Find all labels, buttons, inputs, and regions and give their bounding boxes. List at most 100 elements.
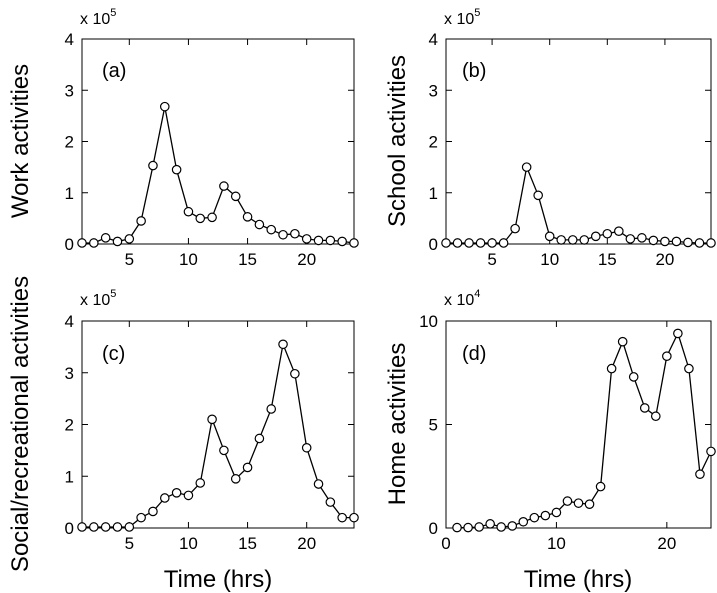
data-point xyxy=(606,363,617,374)
data-point xyxy=(617,336,628,347)
data-point xyxy=(625,234,636,244)
y-tick-label: 4 xyxy=(65,312,74,331)
data-point xyxy=(219,181,229,191)
x-tick-label: 20 xyxy=(657,534,676,553)
data-point xyxy=(219,445,229,456)
y-tick-label: 10 xyxy=(419,312,438,331)
data-point xyxy=(662,351,672,361)
series-layer xyxy=(77,101,359,248)
data-point xyxy=(89,522,99,532)
data-point xyxy=(337,236,347,247)
data-point xyxy=(313,479,324,489)
y-axis-label: School activities xyxy=(384,55,411,227)
data-point xyxy=(278,339,288,350)
y-tick-label: 2 xyxy=(65,133,74,152)
x-tick-label: 10 xyxy=(540,250,559,269)
data-point xyxy=(325,235,336,246)
data-point xyxy=(671,236,682,247)
y-tick-label: 0 xyxy=(65,235,74,254)
tick-layer: 5 10 15 20 0 1 2 3 4 xyxy=(65,30,354,269)
data-point xyxy=(614,226,624,236)
data-point xyxy=(660,236,670,247)
series-line xyxy=(82,341,354,528)
data-point xyxy=(159,101,170,112)
data-point xyxy=(706,238,716,248)
series-layer xyxy=(452,328,716,533)
y-axis-label: Work activities xyxy=(7,64,34,218)
data-point xyxy=(673,328,683,339)
series-layer xyxy=(441,162,716,248)
y-tick-label: 5 xyxy=(429,416,438,435)
data-point xyxy=(579,235,590,245)
data-point xyxy=(544,231,555,242)
data-point xyxy=(590,231,601,242)
panel-label: (d) xyxy=(462,343,486,365)
data-point xyxy=(266,404,277,414)
data-point xyxy=(254,433,265,444)
y-axis-label: Home activities xyxy=(384,343,411,506)
data-point xyxy=(595,481,606,492)
data-point xyxy=(77,522,87,532)
data-point xyxy=(521,162,532,172)
panel-label: (b) xyxy=(462,60,486,82)
y-tick-label: 3 xyxy=(429,81,438,100)
data-point xyxy=(183,206,194,217)
data-point xyxy=(77,238,87,248)
data-point xyxy=(290,228,300,239)
data-point xyxy=(100,522,111,532)
x-tick-label: 5 xyxy=(125,534,134,553)
data-point xyxy=(463,522,473,533)
x-tick-label: 20 xyxy=(297,250,316,269)
data-point xyxy=(148,506,158,517)
scale-label: x 104 xyxy=(444,288,480,309)
data-point xyxy=(124,522,135,532)
y-tick-label: 2 xyxy=(429,133,438,152)
y-tick-label: 4 xyxy=(429,30,438,49)
y-tick-label: 0 xyxy=(65,519,74,538)
data-point xyxy=(171,488,182,498)
data-point xyxy=(498,238,509,248)
y-tick-label: 0 xyxy=(429,235,438,254)
data-point xyxy=(573,498,584,508)
x-tick-label: 10 xyxy=(179,534,198,553)
data-point xyxy=(207,212,217,223)
panel-social: x 105 (c) Social/recreational activities… xyxy=(7,276,359,593)
data-point xyxy=(301,234,312,244)
data-point xyxy=(337,512,347,523)
x-tick-label: 20 xyxy=(297,534,316,553)
data-point xyxy=(207,414,217,425)
data-point xyxy=(694,238,705,248)
x-tick-label: 10 xyxy=(179,250,198,269)
data-point xyxy=(584,499,595,509)
data-point xyxy=(230,191,241,202)
data-point xyxy=(148,160,158,171)
data-point xyxy=(100,233,111,243)
x-tick-label: 10 xyxy=(547,534,566,553)
tick-layer: 0 10 20 0 5 10 xyxy=(419,312,711,553)
scale-label: x 105 xyxy=(444,7,480,28)
data-point xyxy=(637,233,647,243)
x-tick-label: 5 xyxy=(125,250,134,269)
data-point xyxy=(695,469,705,479)
data-point xyxy=(639,403,650,413)
data-point xyxy=(507,521,518,531)
data-point xyxy=(349,238,359,248)
series-line xyxy=(82,106,355,244)
data-point xyxy=(441,238,451,248)
data-point xyxy=(313,235,324,246)
y-tick-label: 1 xyxy=(65,184,74,203)
data-point xyxy=(112,522,123,532)
data-point xyxy=(706,446,716,457)
series-line xyxy=(457,331,712,529)
data-point xyxy=(349,512,359,523)
data-point xyxy=(301,442,312,453)
panel-home: x 104 (d) Home activities Time (hrs) 0 10… xyxy=(384,288,716,593)
data-point xyxy=(325,497,336,507)
x-tick-label: 20 xyxy=(655,250,674,269)
data-point xyxy=(171,164,182,175)
tick-layer: 5 10 15 20 0 1 2 3 4 xyxy=(429,30,711,269)
data-point xyxy=(529,512,540,523)
data-point xyxy=(487,238,497,248)
data-point xyxy=(159,493,170,503)
y-axis-label: Social/recreational activities xyxy=(7,276,34,572)
